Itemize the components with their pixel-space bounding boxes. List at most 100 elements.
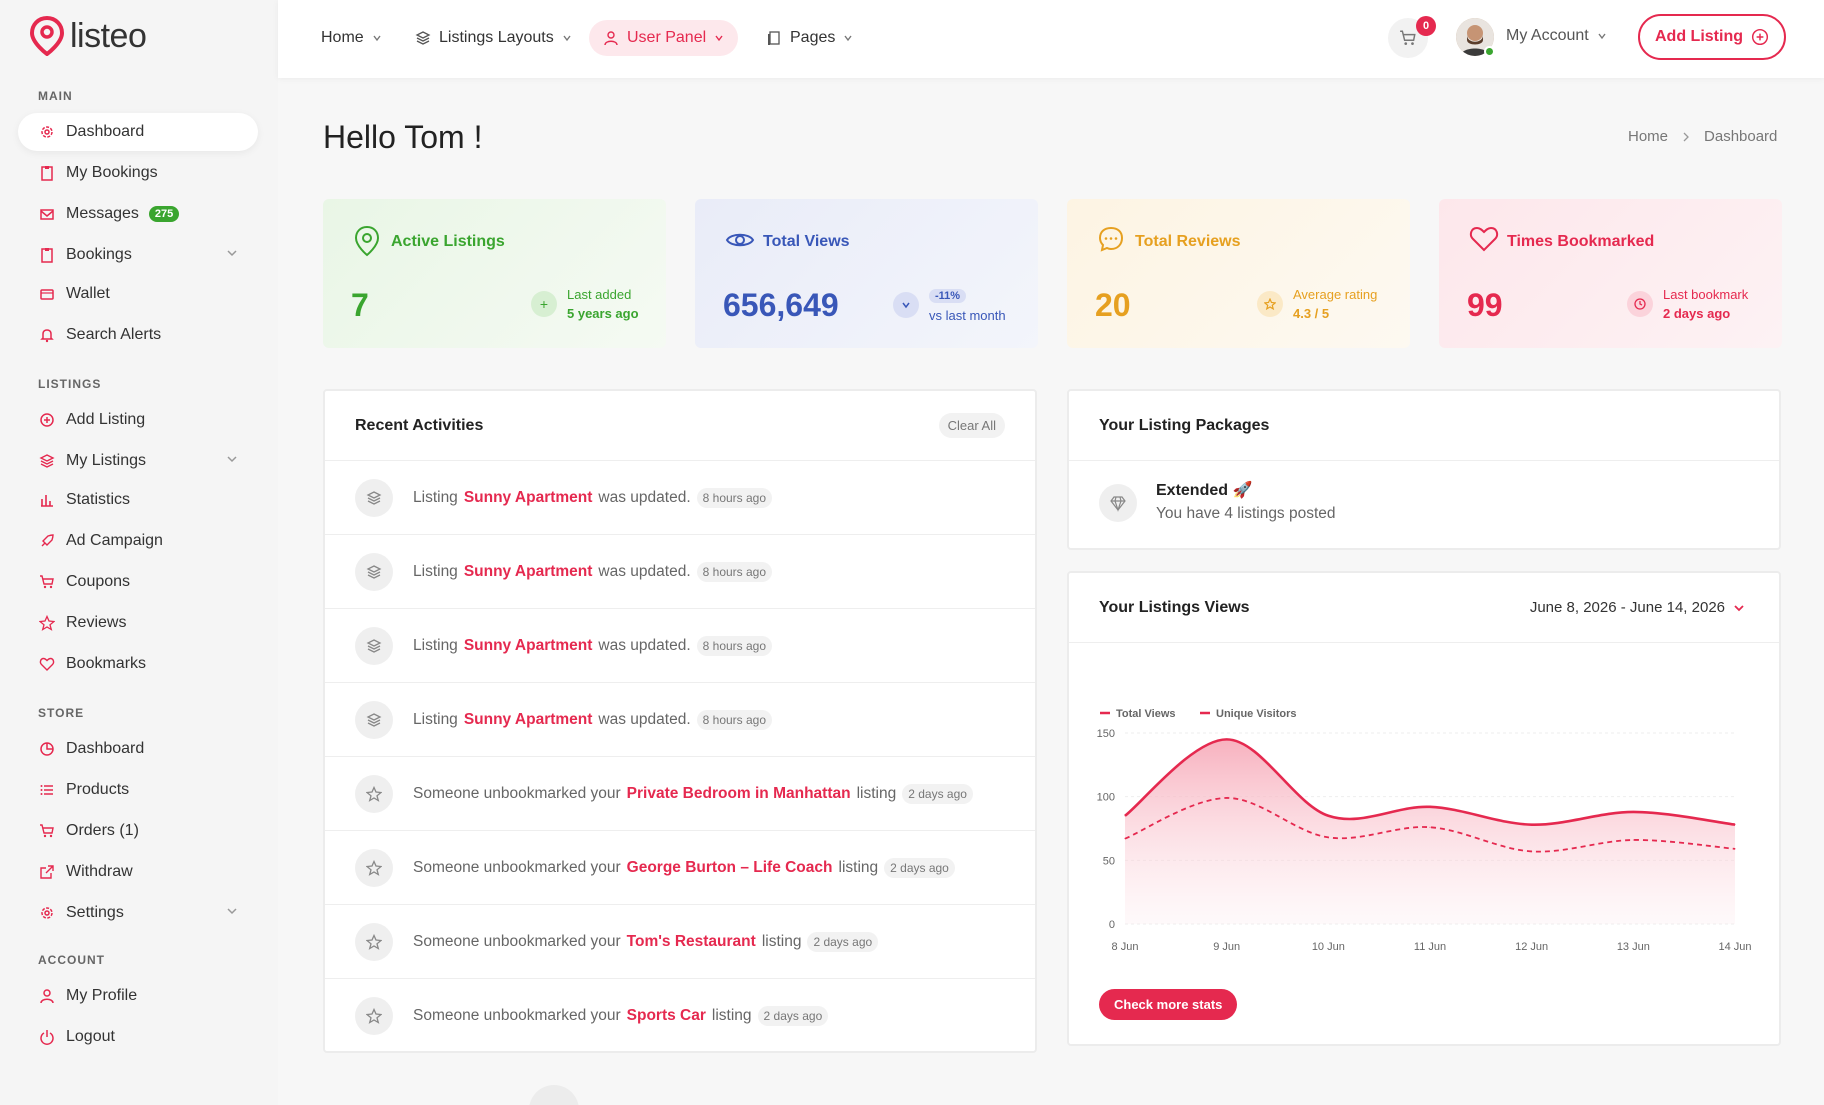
activity-pre: Someone unbookmarked your [413,932,621,950]
card-title: Your Listing Packages [1099,417,1270,434]
chart-x-axis: 8 Jun 9 Jun 10 Jun 11 Jun 12 Jun 13 Jun 14 Jun [1112,941,1752,953]
breadcrumb-current: Dashboard [1704,128,1778,145]
x-tick-label: 13 Jun [1617,941,1650,953]
cart-count-badge: 0 [1416,16,1436,36]
activity-post: listing [838,858,879,876]
sidebar-item-label: Wallet [66,285,110,302]
activity-row: Listing Sunny Apartment was updated. 8 hour… [325,682,1035,756]
sidebar-item-bookmarks[interactable]: Bookmarks [18,645,258,683]
activity-post: was updated. [598,636,691,654]
avatar[interactable] [1456,18,1494,56]
sidebar-item-wallet[interactable]: Wallet [18,275,258,313]
activity-row: Listing Sunny Apartment was updated. 8 hour… [325,608,1035,682]
activity-link[interactable]: Tom's Restaurant [626,932,756,950]
data-point [1632,811,1634,813]
breadcrumb-home[interactable]: Home [1628,128,1669,145]
activity-row: Someone unbookmarked your Tom's Restauran… [325,904,1035,978]
sidebar-item-my-listings[interactable]: My Listings [18,442,258,480]
layers-icon [355,478,393,517]
sidebar-item-store-dashboard[interactable]: Dashboard [18,730,258,768]
recent-activities-card: Recent Activities Clear All Listing Sunny… [323,389,1037,1053]
activity-link[interactable]: Sunny Apartment [463,710,593,728]
pagination-circle[interactable] [529,1085,579,1105]
sidebar-item-products[interactable]: Products [18,771,258,809]
activity-pre: Listing [413,562,458,580]
sidebar-item-ad-campaign[interactable]: Ad Campaign [18,522,258,560]
add-listing-button[interactable]: Add Listing [1638,14,1786,60]
sidebar-item-label: Products [66,781,130,798]
account-label: My Account [1506,27,1589,44]
activity-post: was updated. [598,488,691,506]
card-title: Recent Activities [355,417,484,434]
layers-icon [38,452,56,470]
sidebar-item-label: Add Listing [66,411,146,428]
sidebar-item-statistics[interactable]: Statistics [18,481,258,519]
menu-pages[interactable]: Pages [752,20,867,56]
chevron-down-icon [1734,604,1744,611]
legend-label[interactable]: Unique Visitors [1216,708,1296,720]
data-point [1226,797,1228,799]
y-tick-label: 100 [1097,792,1115,804]
stat-meta-value: 2 days ago [1663,306,1731,321]
menu-listings-layouts[interactable]: Listings Layouts [401,20,586,56]
chevron-down-icon[interactable] [226,453,238,465]
section-store: STORE [38,706,85,720]
chevron-down-icon [1598,33,1606,40]
sidebar-item-dashboard[interactable]: Dashboard [18,113,258,151]
activity-time: 2 days ago [757,1005,829,1026]
sidebar-item-my-profile[interactable]: My Profile [18,977,258,1015]
menu-home[interactable]: Home [307,20,396,56]
legend-label[interactable]: Total Views [1116,708,1176,720]
menu-user-panel[interactable]: User Panel [589,20,739,56]
sidebar-item-reviews[interactable]: Reviews [18,604,258,642]
chevron-down-icon[interactable] [226,247,238,259]
activity-link[interactable]: Sunny Apartment [463,488,593,506]
activity-link[interactable]: Private Bedroom in Manhattan [626,784,851,802]
sidebar-item-logout[interactable]: Logout [18,1018,258,1056]
y-tick-label: 0 [1109,919,1115,931]
sidebar-item-label: Ad Campaign [66,532,163,549]
sidebar-item-label: My Profile [66,987,138,1004]
sidebar-item-messages[interactable]: Messages 275 [18,195,258,233]
sidebar-item-coupons[interactable]: Coupons [18,563,258,601]
logo[interactable]: listeo [30,16,147,56]
data-point [1531,824,1533,826]
sidebar-item-orders[interactable]: Orders (1) [18,812,258,850]
sidebar-item-label: Search Alerts [66,326,162,343]
cart-button[interactable]: 0 [1388,16,1436,58]
chevron-down-icon [893,292,919,318]
sidebar-item-label: Reviews [66,614,127,631]
account-menu[interactable]: My Account [1506,27,1607,45]
sidebar-item-settings[interactable]: Settings [18,894,258,932]
plus-icon: + [531,291,557,317]
chevron-down-icon[interactable] [226,905,238,917]
heart-icon [38,655,56,673]
stat-card-times-bookmarked: Times Bookmarked 99 Last bookmark 2 days… [1439,199,1782,348]
chevron-right-icon [1683,132,1689,141]
series-area [1125,739,1735,924]
sidebar-item-search-alerts[interactable]: Search Alerts [18,316,258,354]
chart-legend: Total Views Unique Visitors [1100,708,1296,720]
stat-meta-value: 5 years ago [567,306,639,321]
stat-card-total-reviews: Total Reviews 20 Average rating 4.3 / 5 [1067,199,1410,348]
activity-pre: Listing [413,636,458,654]
section-account: ACCOUNT [38,953,105,967]
activity-time: 8 hours ago [696,561,773,582]
chart-y-axis: 0 50 100 150 [1097,728,1115,931]
sidebar-item-withdraw[interactable]: Withdraw [18,853,258,891]
activity-link[interactable]: George Burton – Life Coach [626,858,833,876]
sidebar-item-bookings[interactable]: Bookings [18,236,258,274]
activity-link[interactable]: Sunny Apartment [463,636,593,654]
date-range-picker[interactable]: June 8, 2026 - June 14, 2026 [1530,599,1745,616]
check-more-stats-button[interactable]: Check more stats [1099,989,1238,1020]
activity-link[interactable]: Sports Car [626,1006,706,1024]
sidebar-item-label: Bookmarks [66,655,147,672]
sidebar-item-my-bookings[interactable]: My Bookings [18,154,258,192]
wallet-icon [38,285,56,303]
sidebar-item-add-listing[interactable]: Add Listing [18,401,258,439]
user-icon [604,31,618,46]
sidebar-item-label: Orders (1) [66,822,139,839]
clear-all-button[interactable]: Clear All [938,413,1005,438]
x-tick-label: 14 Jun [1718,941,1751,953]
activity-link[interactable]: Sunny Apartment [463,562,593,580]
